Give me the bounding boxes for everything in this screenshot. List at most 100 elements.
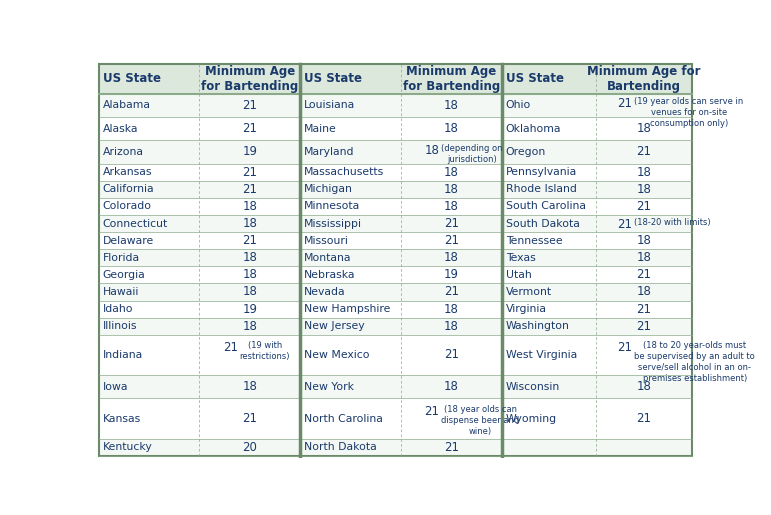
Bar <box>502 301 692 318</box>
Text: North Dakota: North Dakota <box>304 442 377 453</box>
Text: (depending on
jurisdiction): (depending on jurisdiction) <box>441 144 503 164</box>
Text: Virginia: Virginia <box>506 304 547 314</box>
Text: 18: 18 <box>637 234 651 247</box>
Text: 18: 18 <box>444 381 459 393</box>
Text: 18: 18 <box>637 381 651 393</box>
Text: 18: 18 <box>444 320 459 333</box>
Bar <box>99 249 300 266</box>
Text: New Mexico: New Mexico <box>304 350 369 360</box>
Bar <box>99 117 300 140</box>
Text: 21: 21 <box>636 200 651 213</box>
Text: South Dakota: South Dakota <box>506 218 580 229</box>
Text: 21: 21 <box>636 145 651 159</box>
Text: Massachusetts: Massachusetts <box>304 167 384 177</box>
Bar <box>99 301 300 318</box>
Bar <box>99 140 300 164</box>
Text: Alaska: Alaska <box>103 124 138 134</box>
Text: 21: 21 <box>636 303 651 316</box>
Text: New Jersey: New Jersey <box>304 321 365 331</box>
Bar <box>502 399 692 439</box>
Bar <box>99 283 300 301</box>
Bar <box>502 198 692 215</box>
Text: US State: US State <box>506 73 564 85</box>
Bar <box>300 140 502 164</box>
Text: North Carolina: North Carolina <box>304 414 383 424</box>
Text: Florida: Florida <box>103 253 140 263</box>
Text: Illinois: Illinois <box>103 321 137 331</box>
Text: 18: 18 <box>444 122 459 135</box>
Bar <box>502 375 692 399</box>
Text: Montana: Montana <box>304 253 352 263</box>
Text: 21: 21 <box>636 268 651 281</box>
Text: West Virginia: West Virginia <box>506 350 577 360</box>
Bar <box>99 64 300 94</box>
Text: 21: 21 <box>444 285 459 299</box>
Text: 20: 20 <box>242 441 258 454</box>
Text: 19: 19 <box>242 303 258 316</box>
Text: Kentucky: Kentucky <box>103 442 153 453</box>
Text: 21: 21 <box>242 412 258 425</box>
Text: US State: US State <box>103 73 160 85</box>
Bar <box>99 215 300 232</box>
Bar <box>502 266 692 283</box>
Text: Hawaii: Hawaii <box>103 287 139 297</box>
Text: 21: 21 <box>242 183 258 196</box>
Text: Oklahoma: Oklahoma <box>506 124 561 134</box>
Text: Georgia: Georgia <box>103 270 145 280</box>
Bar <box>300 318 502 335</box>
Text: Tennessee: Tennessee <box>506 236 562 246</box>
Bar <box>99 318 300 335</box>
Bar <box>300 64 502 94</box>
Text: 18: 18 <box>444 183 459 196</box>
Bar <box>99 94 300 117</box>
Bar <box>502 232 692 249</box>
Text: 18: 18 <box>424 144 439 157</box>
Bar <box>99 375 300 399</box>
Text: 18: 18 <box>242 200 258 213</box>
Bar <box>99 399 300 439</box>
Bar <box>502 94 692 117</box>
Text: (18 year olds can
dispense beer and
wine): (18 year olds can dispense beer and wine… <box>441 405 520 436</box>
Text: Delaware: Delaware <box>103 236 154 246</box>
Text: 21: 21 <box>618 97 632 110</box>
Text: 18: 18 <box>444 200 459 213</box>
Text: 21: 21 <box>444 349 459 362</box>
Text: Minimum Age
for Bartending: Minimum Age for Bartending <box>402 65 500 93</box>
Text: Louisiana: Louisiana <box>304 100 355 110</box>
Text: 21: 21 <box>242 234 258 247</box>
Text: 21: 21 <box>444 441 459 454</box>
Bar <box>502 249 692 266</box>
Text: Pennsylvania: Pennsylvania <box>506 167 577 177</box>
Text: South Carolina: South Carolina <box>506 201 586 212</box>
Text: Nevada: Nevada <box>304 287 345 297</box>
Text: Maine: Maine <box>304 124 337 134</box>
Bar <box>502 439 692 456</box>
Text: Oregon: Oregon <box>506 147 546 157</box>
Text: 18: 18 <box>242 320 258 333</box>
Text: Ohio: Ohio <box>506 100 530 110</box>
Text: Connecticut: Connecticut <box>103 218 168 229</box>
Text: 18: 18 <box>637 166 651 179</box>
Text: Arkansas: Arkansas <box>103 167 152 177</box>
Text: 21: 21 <box>636 412 651 425</box>
Text: 21: 21 <box>242 122 258 135</box>
Text: 18: 18 <box>444 251 459 264</box>
Text: 21: 21 <box>242 166 258 179</box>
Bar <box>99 164 300 181</box>
Text: Wyoming: Wyoming <box>506 414 557 424</box>
Text: 18: 18 <box>242 217 258 230</box>
Text: 21: 21 <box>242 99 258 112</box>
Bar <box>99 335 300 375</box>
Bar <box>502 335 692 375</box>
Bar <box>300 198 502 215</box>
Text: California: California <box>103 184 154 194</box>
Text: Nebraska: Nebraska <box>304 270 355 280</box>
Bar <box>502 164 692 181</box>
Bar <box>502 283 692 301</box>
Text: Maryland: Maryland <box>304 147 355 157</box>
Bar <box>99 181 300 198</box>
Text: Indiana: Indiana <box>103 350 143 360</box>
Text: 18: 18 <box>637 251 651 264</box>
Text: Minimum Age for
Bartending: Minimum Age for Bartending <box>588 65 701 93</box>
Bar <box>99 266 300 283</box>
